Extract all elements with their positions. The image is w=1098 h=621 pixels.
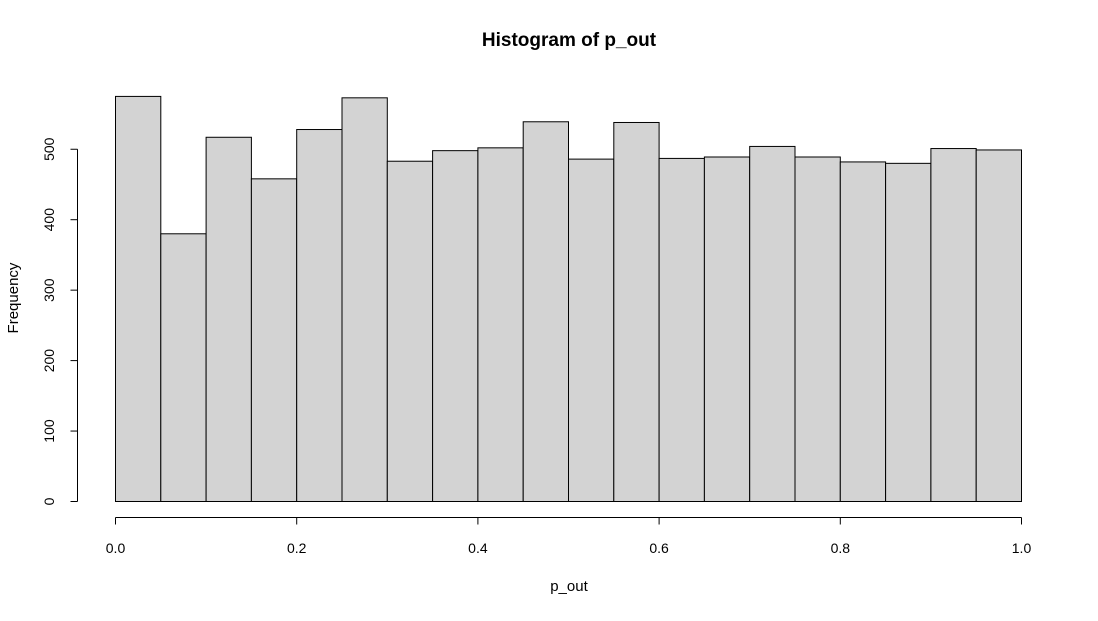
histogram-bar (568, 158, 615, 502)
x-tick-label: 0.8 (831, 540, 851, 556)
histogram-bar (975, 149, 1023, 502)
histogram-bar (930, 148, 977, 502)
histogram-bar (839, 161, 887, 502)
x-axis: 0.0 0.2 0.4 0.6 0.8 1.0 (106, 517, 1032, 556)
y-tick-label: 400 (41, 208, 57, 232)
histogram-bar (613, 121, 660, 502)
x-axis-label: p_out (550, 578, 588, 595)
y-tick-label: 200 (41, 349, 57, 373)
y-axis-label: Frequency (5, 262, 22, 333)
y-tick-label: 100 (41, 419, 57, 443)
histogram-bar (296, 129, 343, 503)
y-tick-label: 0 (41, 497, 57, 505)
histogram-bar (885, 162, 932, 502)
chart-title: Histogram of p_out (482, 30, 657, 51)
histogram-bar (205, 136, 252, 502)
bars-layer (115, 95, 1023, 503)
y-tick-label: 300 (41, 278, 57, 302)
x-tick-label: 0.4 (468, 540, 488, 556)
histogram-bar (160, 233, 207, 502)
histogram-bar (749, 145, 796, 502)
histogram-bar (658, 157, 705, 502)
histogram-bar (432, 150, 479, 502)
y-tick-label: 500 (41, 137, 57, 161)
histogram-bar (115, 95, 162, 502)
histogram-bar (477, 147, 524, 502)
x-tick-label: 0.0 (106, 540, 126, 556)
y-axis: 0 100 200 300 400 500 (41, 137, 78, 505)
histogram-bar (341, 97, 388, 502)
histogram-bar (522, 121, 570, 502)
x-tick-label: 0.6 (649, 540, 669, 556)
x-tick-label: 0.2 (287, 540, 307, 556)
histogram-bar (703, 156, 751, 502)
histogram-bar (794, 156, 841, 502)
x-tick-label: 1.0 (1012, 540, 1032, 556)
histogram-bar (250, 178, 298, 503)
histogram-bar (386, 160, 434, 502)
